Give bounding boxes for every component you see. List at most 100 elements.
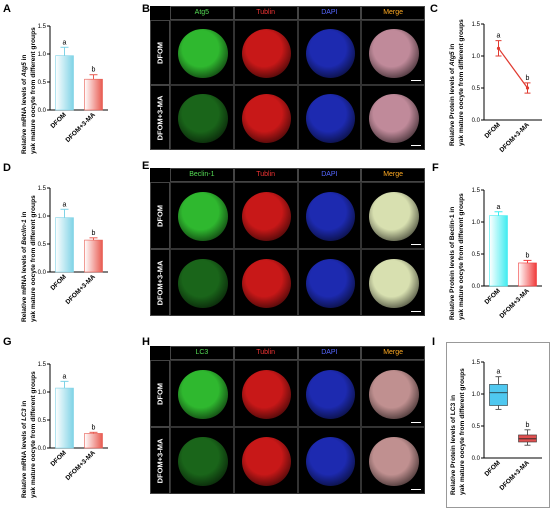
row-label-text: DFOM xyxy=(155,382,165,405)
panel-f-y-tick-label: 1.5 xyxy=(472,188,481,194)
panel-g-ylabel-line2: yak mature oocyte from different groups xyxy=(30,371,37,498)
panel-i-ylabel-line1: Relative Protein levels of LC3 in xyxy=(450,395,457,495)
panel-d-ylabel: Relative mRNA levels of Beclin-1 in yak … xyxy=(20,166,40,326)
micrograph-cell xyxy=(233,85,298,150)
micrograph-cell xyxy=(170,182,234,249)
panel-c-category-label: DFOM xyxy=(483,121,501,139)
micrograph-cell xyxy=(361,85,425,150)
oocyte-image xyxy=(241,369,292,420)
channel-header: Beclin-1 xyxy=(170,168,234,182)
oocyte-image xyxy=(241,191,292,242)
panel-f-bar xyxy=(518,262,537,287)
panel-c-sig-letter: a xyxy=(497,33,501,40)
panel-label-h: H xyxy=(142,336,150,348)
row-label: DFOM+3-MA xyxy=(150,427,170,494)
panel-i-y-tick-label: 1.5 xyxy=(472,360,481,366)
panel-g-sig-letter: b xyxy=(92,424,96,431)
row-label: DFOM xyxy=(150,182,170,249)
scale-bar xyxy=(411,244,421,245)
panel-label-a: A xyxy=(3,3,11,15)
panel-a-sig-letter: b xyxy=(92,67,96,74)
micrograph-cell xyxy=(233,20,298,85)
panel-g-category-label: DFOM+3-MA xyxy=(65,449,98,482)
oocyte-image xyxy=(241,258,292,309)
panel-f-category-label: DFOM xyxy=(483,287,501,305)
panel-f-sig-letter: b xyxy=(526,252,530,259)
panel-c-category-label: DFOM+3-MA xyxy=(499,121,532,154)
micrograph-cell xyxy=(297,427,362,494)
panel-a-bar xyxy=(84,78,103,111)
micrograph-cell xyxy=(297,85,362,150)
channel-header: Merge xyxy=(361,168,425,182)
panel-g-ylabel-line1: Relative mRNA levels of LC3 in xyxy=(21,401,28,498)
micrograph-cell xyxy=(361,360,425,427)
panel-c-series-line xyxy=(498,47,528,89)
panel-d-y-tick-label: 1.0 xyxy=(38,214,47,220)
oocyte-image xyxy=(369,191,419,242)
panel-g-ylabel: Relative mRNA levels of LC3 in yak matur… xyxy=(20,342,40,502)
oocyte-image xyxy=(305,258,356,309)
panel-g-bar xyxy=(55,387,74,449)
oocyte-image xyxy=(178,369,228,420)
panel-i-sig-letter: b xyxy=(526,422,530,429)
panel-d-y-tick-label: 0.0 xyxy=(38,270,47,276)
panel-d-sig-letter: b xyxy=(92,230,96,237)
panel-c-y-tick-label: 1.0 xyxy=(472,54,481,60)
panel-b-micrographs: Atg5 Tublin DAPI Merge DFOM DFOM+3-MA xyxy=(150,6,425,150)
panel-i-category-label: DFOM xyxy=(483,459,501,477)
panel-label-g: G xyxy=(3,336,12,348)
oocyte-image xyxy=(305,93,356,144)
micrograph-cell xyxy=(361,182,425,249)
oocyte-image xyxy=(178,28,228,79)
row-label-text: DFOM xyxy=(155,41,165,64)
scale-bar xyxy=(411,489,421,490)
channel-header: Merge xyxy=(361,6,425,20)
panel-i-ylabel-line2: yak mature oocyte from different groups xyxy=(459,368,466,495)
panel-label-b: B xyxy=(142,3,150,15)
oocyte-image xyxy=(369,369,419,420)
oocyte-image xyxy=(369,436,419,487)
panel-label-f: F xyxy=(432,162,439,174)
channel-header: Tublin xyxy=(233,168,298,182)
panel-i-y-tick-label: 0.5 xyxy=(472,424,481,430)
scale-bar xyxy=(411,145,421,146)
panel-d-ylabel-line1: Relative mRNA levels of Beclin-1 in xyxy=(21,212,28,322)
oocyte-image xyxy=(305,369,356,420)
channel-header: Tublin xyxy=(233,346,298,360)
panel-label-e: E xyxy=(142,160,150,172)
panel-a-sig-letter: a xyxy=(63,39,67,46)
panel-c-y-tick-label: 0.0 xyxy=(472,118,481,124)
row-label: DFOM xyxy=(150,360,170,427)
oocyte-image xyxy=(305,436,356,487)
micrograph-cell xyxy=(297,360,362,427)
panel-a-y-tick-label: 1.5 xyxy=(38,24,47,30)
panel-a-category-label: DFOM xyxy=(49,111,67,129)
panel-c-ylabel-line2: yak mature oocyte from different groups xyxy=(458,19,465,146)
oocyte-image xyxy=(241,28,292,79)
panel-f-sig-letter: a xyxy=(497,204,501,211)
panel-d-y-tick-label: 0.5 xyxy=(38,242,47,248)
panel-g-y-tick-label: 0.0 xyxy=(38,446,47,452)
panel-f-ylabel-line2: yak mature oocyte from different groups xyxy=(458,193,465,320)
micrograph-cell xyxy=(297,182,362,249)
micrograph-cell xyxy=(170,360,234,427)
micrograph-cell xyxy=(297,249,362,316)
channel-header: Merge xyxy=(361,346,425,360)
micrograph-cell xyxy=(361,427,425,494)
channel-header: Tublin xyxy=(233,6,298,20)
panel-i-y-tick-label: 0.0 xyxy=(472,456,481,462)
panel-d-y-tick-label: 1.5 xyxy=(38,186,47,192)
micrograph-cell xyxy=(297,20,362,85)
micrograph-cell xyxy=(170,427,234,494)
panel-c-y-tick-label: 1.5 xyxy=(472,22,481,28)
row-label-text: DFOM+3-MA xyxy=(155,260,165,305)
oocyte-image xyxy=(178,191,228,242)
panel-a-y-tick-label: 0.0 xyxy=(38,108,47,114)
row-label: DFOM+3-MA xyxy=(150,85,170,150)
row-label-text: DFOM+3-MA xyxy=(155,95,165,140)
panel-f-box: Relative Protein levels of Beclin-1 in y… xyxy=(446,168,550,328)
